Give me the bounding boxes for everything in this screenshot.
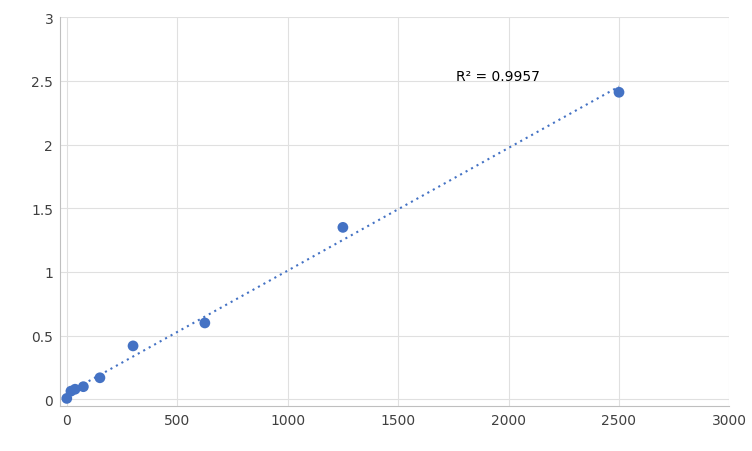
Point <box>61 395 73 402</box>
Point <box>613 89 625 97</box>
Point <box>337 224 349 231</box>
Point <box>69 386 81 393</box>
Point <box>77 383 89 391</box>
Point <box>127 342 139 350</box>
Text: R² = 0.9957: R² = 0.9957 <box>456 69 539 83</box>
Point <box>65 388 77 395</box>
Point <box>199 320 211 327</box>
Point <box>94 374 106 382</box>
